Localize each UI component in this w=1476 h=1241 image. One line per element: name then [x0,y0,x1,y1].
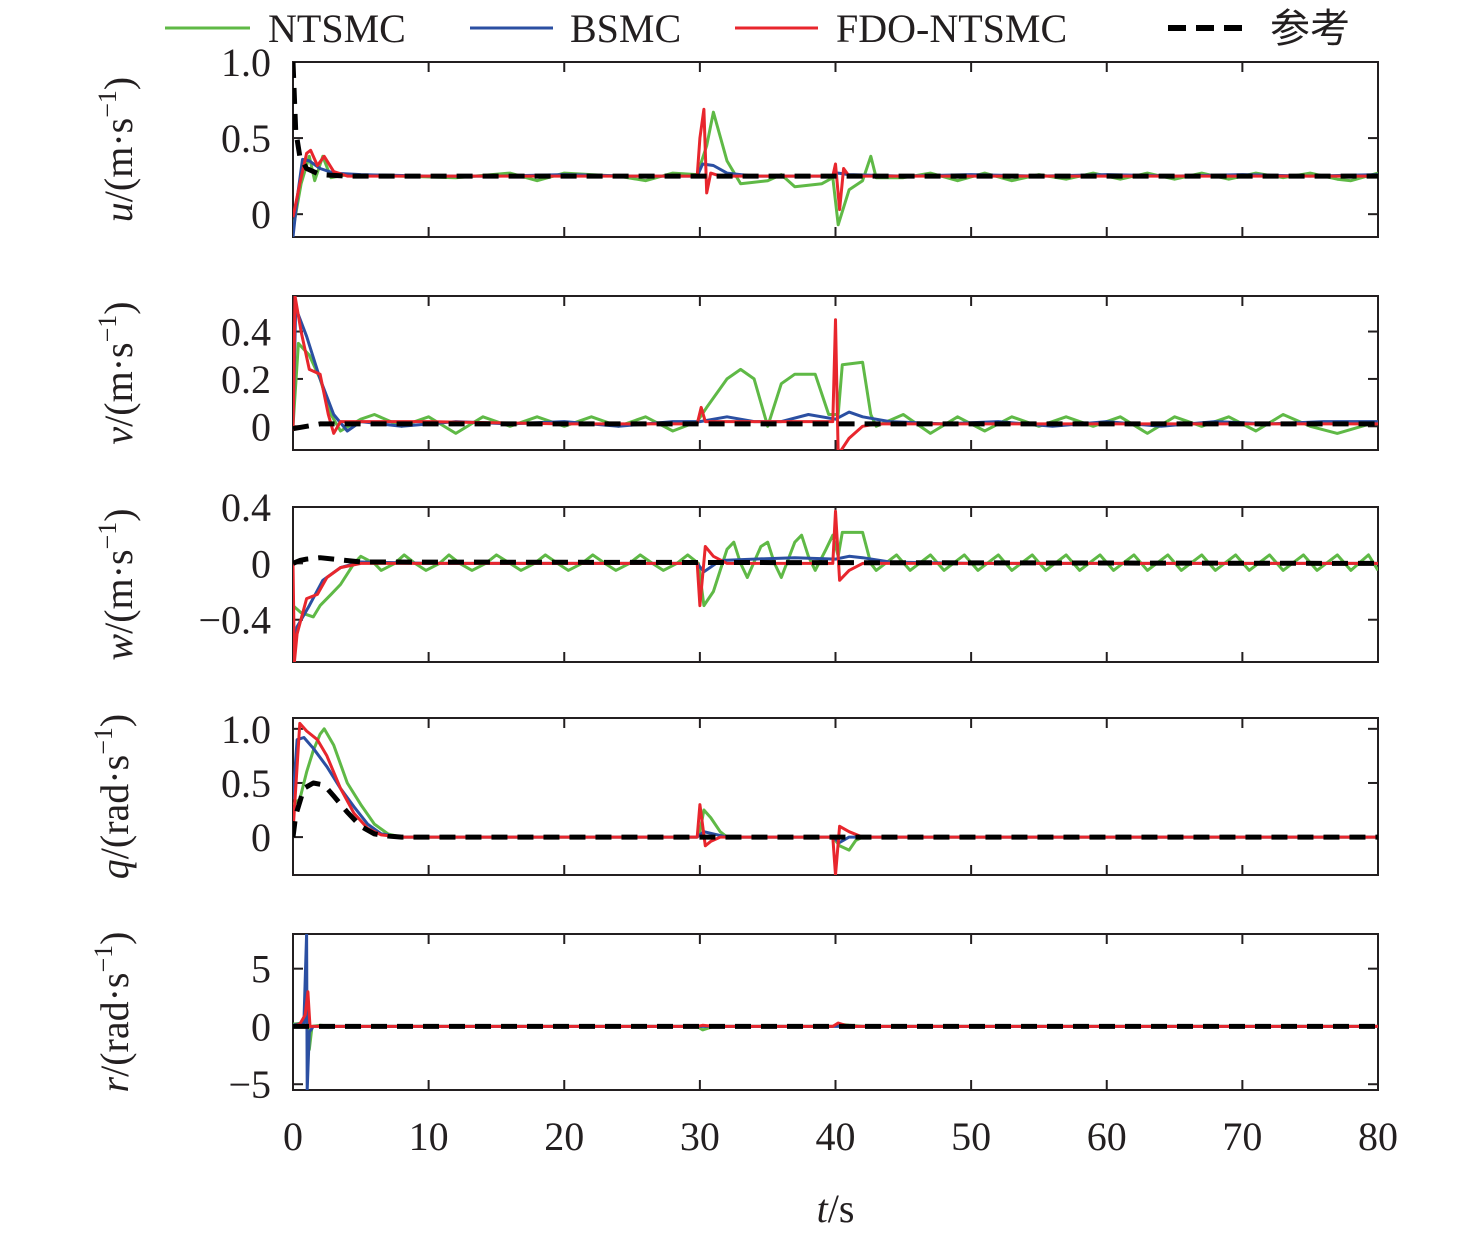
y-axis-label-var: u [96,202,141,222]
y-axis-label-var: w [96,634,141,661]
series-line-参考 [293,780,1378,840]
y-tick-label: 0 [251,1004,271,1049]
y-tick-label: 0.4 [221,310,271,355]
series-line-BSMC [293,736,1378,844]
legend-label: FDO-NTSMC [836,6,1067,51]
series-line-BSMC [293,934,1378,1090]
legend-item: 参考 [1168,6,1350,51]
series-group [293,721,1378,875]
series-group [293,934,1378,1090]
y-axis-label-close: ) [96,508,141,521]
y-axis-label-var: v [96,427,141,445]
y-axis-label-close: ) [92,714,137,727]
y-tick-label: 0.2 [221,357,271,402]
y-axis-label: w/(m·s−1) [93,508,141,660]
y-axis-label-exp: −1 [93,315,122,343]
panel-frame [292,717,1379,876]
panel-frame [292,933,1379,1091]
panel-u: 0 0.5 1.0 u/(m·s−1) [93,40,1379,238]
y-tick-label: 5 [251,947,271,992]
x-tick-label: 70 [1222,1114,1262,1159]
x-tick-label: 80 [1358,1114,1398,1159]
series-group [293,62,1378,237]
y-axis-label-var: q [92,859,137,879]
y-tick-label: 0 [251,541,271,586]
panel-w: −0.4 0 0.4 w/(m·s−1) [93,485,1379,663]
x-tick-label: 50 [951,1114,991,1159]
y-axis-label-unit: /(m·s [96,549,141,633]
y-tick-label: −0.4 [198,598,271,643]
x-tick-label: 60 [1087,1114,1127,1159]
x-axis-label-unit: /s [828,1186,855,1231]
series-line-NTSMC [293,530,1378,619]
y-tick-label: 1.0 [221,40,271,85]
panel-v: 00.20.4 v/(m·s−1) [93,295,1379,451]
y-axis-label-exp: −1 [93,90,122,118]
legend-item: BSMC [470,6,681,51]
legend-label: 参考 [1270,6,1350,51]
x-axis-label: t/s [817,1186,855,1231]
y-tick-label: 0.5 [221,761,271,806]
series-line-参考 [293,555,1378,566]
legend-item: FDO-NTSMC [735,6,1067,51]
y-tick-label: 0 [251,815,271,860]
y-axis-label: r/(rad·s−1) [89,932,137,1093]
legend: NTSMC BSMC FDO-NTSMC 参考 [165,6,1350,51]
series-line-FDO-NTSMC [293,721,1378,875]
panel-q: 0 0.5 1.0 q/(rad·s−1) [89,707,1379,879]
x-tick-label: 30 [680,1114,720,1159]
y-tick-label: 0 [251,404,271,449]
y-axis-label-close: ) [96,301,141,314]
x-axis: 0 10 20 30 40 50 60 70 80 t/s [283,1114,1398,1231]
y-axis-label-var: r [92,1076,137,1092]
y-axis-label: u/(m·s−1) [93,77,141,222]
x-tick-label: 20 [544,1114,584,1159]
series-line-FDO-NTSMC [293,990,1378,1028]
legend-item: NTSMC [165,6,406,51]
y-axis-label-close: ) [92,932,137,945]
x-tick-label: 0 [283,1114,303,1159]
y-axis-label-unit: /(rad·s [92,755,137,859]
y-tick-label: −5 [228,1062,271,1107]
series-line-参考 [293,421,1378,432]
series-line-NTSMC [293,1015,1378,1052]
y-axis-label: q/(rad·s−1) [89,714,137,879]
y-tick-label: 0 [251,192,271,237]
panel-r: −5 0 5 r/(rad·s−1) [89,932,1379,1107]
x-tick-label: 40 [816,1114,856,1159]
y-tick-label: 1.0 [221,707,271,752]
series-line-NTSMC [293,727,1378,852]
y-axis-label-exp: −1 [93,522,122,550]
legend-label: NTSMC [268,6,406,51]
series-line-FDO-NTSMC [293,296,1378,450]
y-axis-label-exp: −1 [89,945,118,973]
y-axis-label: v/(m·s−1) [93,301,141,444]
y-axis-label-unit: /(m·s [96,342,141,426]
series-line-FDO-NTSMC [293,509,1378,662]
series-group [293,296,1378,450]
y-tick-label: 0.4 [221,485,271,530]
series-group [293,509,1378,662]
y-tick-label: 0.5 [221,116,271,161]
legend-label: BSMC [570,6,681,51]
x-axis-label-var: t [817,1186,829,1231]
series-line-参考 [293,62,1378,179]
y-axis-label-close: ) [96,77,141,90]
y-axis-label-unit: /(m·s [96,118,141,202]
x-tick-label: 10 [409,1114,449,1159]
y-axis-label-exp: −1 [89,727,118,755]
y-axis-label-unit: /(rad·s [92,973,137,1077]
